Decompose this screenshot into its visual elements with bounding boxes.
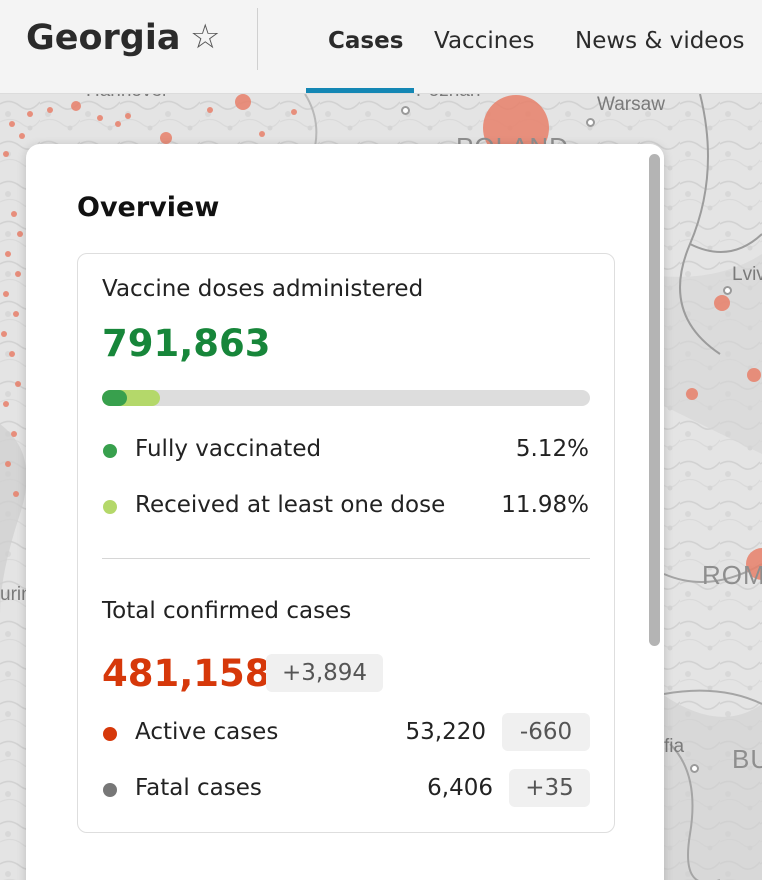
map-label-country: ROM <box>702 560 762 590</box>
map-label-city: Hannover <box>86 94 168 102</box>
total-cases-title: Total confirmed cases <box>102 598 352 624</box>
fatal-cases-delta: +35 <box>509 769 590 807</box>
map-label-country: BU <box>732 744 762 774</box>
tab-news-and-videos[interactable]: News & videos <box>575 28 745 54</box>
fatal-cases-value: 6,406 <box>427 775 493 801</box>
vaccination-progress-bar <box>102 390 590 406</box>
at-least-one-dose-label: Received at least one dose <box>135 492 446 518</box>
fully-vaccinated-value: 5.12% <box>515 436 589 462</box>
active-cases-delta: -660 <box>502 713 590 751</box>
active-cases-dot <box>103 727 117 741</box>
city-marker <box>690 764 699 773</box>
map-label-city: Poznań <box>416 94 480 102</box>
fully-vaccinated-dot <box>103 444 117 458</box>
city-marker <box>401 106 410 115</box>
star-favorite-icon[interactable]: ☆ <box>190 17 221 57</box>
vaccine-doses-title: Vaccine doses administered <box>102 276 424 302</box>
region-title: Georgia <box>26 18 181 58</box>
fatal-cases-dot <box>103 783 117 797</box>
active-tab-indicator <box>306 88 414 93</box>
tab-cases[interactable]: Cases <box>328 28 404 54</box>
city-marker <box>723 286 732 295</box>
total-cases-delta: +3,894 <box>266 654 383 692</box>
active-cases-label: Active cases <box>135 719 279 745</box>
header-divider <box>257 8 258 70</box>
map-label-city: Warsaw <box>597 94 665 115</box>
map-label-city: Lviv <box>732 264 762 285</box>
section-divider <box>102 558 590 559</box>
vaccine-doses-total: 791,863 <box>102 322 271 365</box>
city-marker <box>586 118 595 127</box>
active-cases-value: 53,220 <box>405 719 486 745</box>
progress-fully-vaccinated <box>102 390 127 406</box>
at-least-one-dose-value: 11.98% <box>501 492 589 518</box>
overview-title: Overview <box>77 192 220 223</box>
map-label-city: fia <box>664 736 685 757</box>
top-navigation-bar: Georgia ☆ Cases Vaccines News & videos <box>0 0 762 94</box>
panel-scrollbar[interactable] <box>649 154 660 646</box>
at-least-one-dose-dot <box>103 500 117 514</box>
tab-vaccines[interactable]: Vaccines <box>434 28 535 54</box>
fully-vaccinated-label: Fully vaccinated <box>135 436 322 462</box>
fatal-cases-label: Fatal cases <box>135 775 262 801</box>
total-cases-value: 481,158 <box>102 652 271 695</box>
map-label-city: urin <box>0 584 32 605</box>
